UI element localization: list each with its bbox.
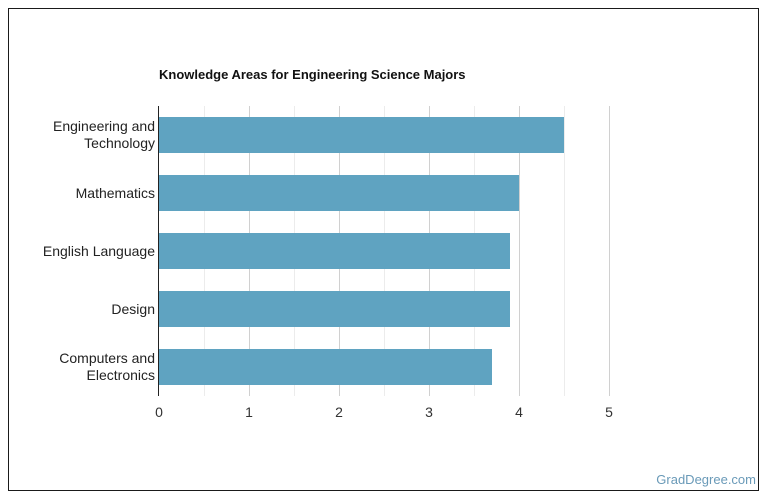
y-axis-label-line: Technology: [84, 135, 155, 151]
x-axis-tick-label: 3: [425, 404, 433, 420]
bar-engineering-and-technology[interactable]: [159, 117, 564, 153]
gridline-major: [609, 106, 610, 396]
credit-link[interactable]: GradDegree.com: [656, 472, 756, 487]
chart-title: Knowledge Areas for Engineering Science …: [159, 67, 466, 82]
y-axis-label-line: Engineering and: [53, 118, 155, 134]
x-axis-tick-label: 0: [155, 404, 163, 420]
y-axis-label: Computers and Electronics: [5, 350, 155, 384]
y-axis-label-line: Electronics: [86, 367, 155, 383]
chart-frame: [8, 8, 759, 491]
y-axis-label: English Language: [5, 243, 155, 260]
y-axis-label-line: English Language: [42, 242, 155, 259]
bar-computers-and-electronics[interactable]: [159, 349, 492, 385]
x-axis-tick-label: 5: [605, 404, 613, 420]
x-axis-tick-label: 4: [515, 404, 523, 420]
y-axis-label-line: Mathematics: [75, 184, 155, 201]
y-axis-label: Design: [5, 301, 155, 318]
gridline-major: [519, 106, 520, 396]
y-axis-label: Mathematics: [5, 185, 155, 202]
plot-area: [159, 106, 610, 396]
bar-english-language[interactable]: [159, 233, 510, 269]
y-axis-label: Engineering and Technology: [5, 118, 155, 152]
x-axis-tick-label: 1: [245, 404, 253, 420]
bar-design[interactable]: [159, 291, 510, 327]
gridline-minor: [564, 106, 565, 396]
y-axis-line: [158, 106, 159, 396]
y-axis-label-line: Computers and: [59, 350, 155, 366]
x-axis-tick-label: 2: [335, 404, 343, 420]
bar-mathematics[interactable]: [159, 175, 519, 211]
y-axis-label-line: Design: [111, 300, 155, 317]
